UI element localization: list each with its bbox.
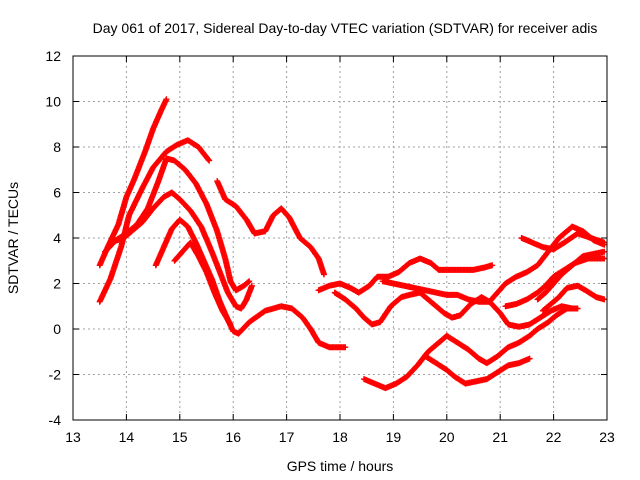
series-track-14: [518, 230, 608, 253]
x-tick-label: 13: [65, 429, 81, 445]
series-track-15: [534, 248, 608, 303]
x-tick-label: 16: [225, 429, 241, 445]
series-track-1: [96, 137, 213, 305]
series-track-12: [422, 353, 533, 387]
data-point-marker: [601, 255, 608, 262]
series-track-2: [96, 96, 170, 269]
y-tick-label: 2: [53, 276, 61, 292]
chart-title: Day 061 of 2017, Sidereal Day-to-day VTE…: [93, 20, 598, 36]
data-point-marker: [248, 282, 255, 289]
x-tick-label: 22: [546, 429, 562, 445]
data-point-marker: [489, 262, 496, 269]
y-tick-label: 6: [53, 185, 61, 201]
x-tick-label: 14: [119, 429, 135, 445]
series-track-10: [379, 223, 608, 305]
x-tick-label: 19: [386, 429, 402, 445]
data-point-marker: [342, 344, 349, 351]
x-axis-label: GPS time / hours: [287, 458, 394, 474]
y-tick-label: 0: [53, 321, 61, 337]
series-track-9: [331, 289, 576, 330]
data-point-marker: [246, 278, 253, 285]
plot-frame: [72, 55, 608, 421]
data-point-marker: [245, 279, 252, 285]
series-track-6: [171, 239, 234, 328]
data-point-marker: [601, 296, 608, 303]
data-point-marker: [601, 239, 608, 246]
data-point-marker: [526, 355, 533, 362]
data-point-marker: [227, 321, 234, 328]
y-tick-label: 8: [53, 139, 61, 155]
series-track-8: [315, 255, 496, 296]
x-tick-label: 18: [332, 429, 348, 445]
x-tick-label: 21: [492, 429, 508, 445]
data-point-marker: [321, 271, 327, 278]
marker-layer: [96, 96, 608, 392]
x-tick-label: 17: [279, 429, 295, 445]
y-axis-label: SDTVAR / TECUs: [5, 182, 21, 294]
y-tick-label: 10: [45, 94, 61, 110]
data-point-marker: [574, 305, 581, 312]
y-tick-label: -4: [49, 412, 62, 428]
series-track-11: [361, 305, 581, 392]
series-track-16: [539, 282, 608, 314]
data-point-marker: [163, 96, 170, 103]
tick-layer: 13 14 15 16 17 18 19 20 21 22 23 -4 -2 0 2 4 6 8 10 12: [45, 48, 615, 445]
y-tick-label: -2: [49, 367, 62, 383]
y-tick-label: 4: [53, 230, 61, 246]
series-track-7: [214, 178, 327, 278]
grid-layer: [73, 56, 607, 420]
x-tick-label: 23: [599, 429, 615, 445]
x-tick-label: 15: [172, 429, 188, 445]
data-point-marker: [205, 156, 212, 163]
y-tick-label: 12: [45, 48, 61, 64]
data-point-marker: [206, 157, 213, 164]
x-tick-label: 20: [439, 429, 455, 445]
data-point-marker: [601, 248, 608, 255]
series-track-4: [107, 189, 255, 312]
